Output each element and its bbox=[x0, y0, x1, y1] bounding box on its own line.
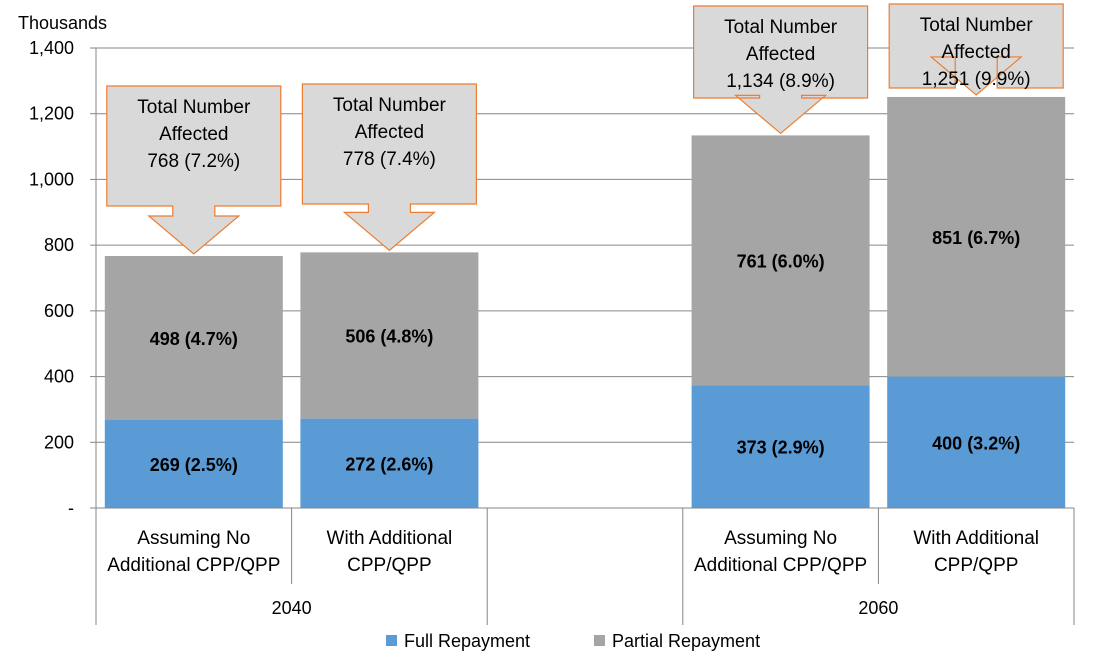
x-category-label: Assuming No bbox=[137, 528, 250, 549]
y-tick-label: 800 bbox=[44, 235, 74, 255]
x-category-label: CPP/QPP bbox=[347, 555, 431, 576]
callout-text: 1,251 (9.9%) bbox=[922, 69, 1031, 90]
bar-segment bbox=[887, 376, 1066, 508]
data-label: 269 (2.5%) bbox=[150, 455, 238, 475]
callout-box bbox=[301, 83, 477, 252]
bar-segment bbox=[887, 96, 1066, 377]
data-label: 272 (2.6%) bbox=[345, 454, 433, 474]
callout-text: 1,134 (8.9%) bbox=[726, 71, 835, 92]
callout-text: Affected bbox=[355, 122, 424, 143]
y-axis-label: Thousands bbox=[18, 13, 107, 33]
x-category-label: Additional CPP/QPP bbox=[694, 555, 867, 576]
y-tick-label: 400 bbox=[44, 367, 74, 387]
bar-segment bbox=[104, 255, 283, 420]
callout-box bbox=[106, 85, 282, 255]
legend-swatch bbox=[386, 635, 397, 646]
data-label: 373 (2.9%) bbox=[737, 438, 825, 458]
bars: 269 (2.5%) 498 (4.7%) 272 (2.6%) 506 (4.8%)… bbox=[104, 96, 1066, 508]
legend-swatch bbox=[594, 635, 605, 646]
data-label: 498 (4.7%) bbox=[150, 329, 238, 349]
data-label: 851 (6.7%) bbox=[932, 228, 1020, 248]
x-category-label: With Additional bbox=[327, 528, 453, 549]
legend-label: Full Repayment bbox=[404, 631, 530, 651]
y-tick-label: 200 bbox=[44, 432, 74, 452]
y-tick-label: - bbox=[68, 498, 74, 518]
callout-box bbox=[888, 3, 1064, 96]
x-axis: Assuming No Additional CPP/QPP With Additi… bbox=[95, 507, 1075, 625]
x-category-label: CPP/QPP bbox=[934, 555, 1018, 576]
callout-text: Affected bbox=[942, 42, 1011, 63]
callout-text: Total Number bbox=[333, 95, 447, 116]
y-tick-label: 600 bbox=[44, 301, 74, 321]
callout-box bbox=[693, 5, 869, 135]
legend: Full Repayment Partial Repayment bbox=[386, 631, 760, 651]
x-group-label: 2060 bbox=[858, 598, 898, 618]
bar-segment bbox=[300, 252, 479, 419]
callout-text: Total Number bbox=[920, 15, 1034, 36]
y-tick-label: 1,000 bbox=[29, 169, 74, 189]
callout-text: 778 (7.4%) bbox=[343, 149, 436, 170]
legend-label: Partial Repayment bbox=[612, 631, 760, 651]
callout-text: 768 (7.2%) bbox=[147, 151, 240, 172]
callout-text: Total Number bbox=[724, 17, 838, 38]
callouts: Total Number Affected 768 (7.2%) Total Numb… bbox=[106, 3, 1064, 255]
data-label: 761 (6.0%) bbox=[737, 251, 825, 271]
bar-segment bbox=[300, 418, 479, 508]
data-label: 506 (4.8%) bbox=[345, 327, 433, 347]
callout-text: Total Number bbox=[137, 97, 251, 118]
bar-segment bbox=[104, 419, 283, 508]
x-category-label: With Additional bbox=[913, 528, 1039, 549]
data-label: 400 (3.2%) bbox=[932, 433, 1020, 453]
bar-segment bbox=[691, 385, 870, 508]
callout-text: Affected bbox=[159, 124, 228, 145]
bar-segment bbox=[691, 135, 870, 386]
y-tick-label: 1,400 bbox=[29, 38, 74, 58]
y-tick-label: 1,200 bbox=[29, 104, 74, 124]
x-category-label: Additional CPP/QPP bbox=[107, 555, 280, 576]
y-axis: - 200 400 600 800 1,000 1,200 1,400 bbox=[29, 38, 97, 518]
callout-text: Affected bbox=[746, 44, 815, 65]
x-category-label: Assuming No bbox=[724, 528, 837, 549]
x-group-label: 2040 bbox=[272, 598, 312, 618]
